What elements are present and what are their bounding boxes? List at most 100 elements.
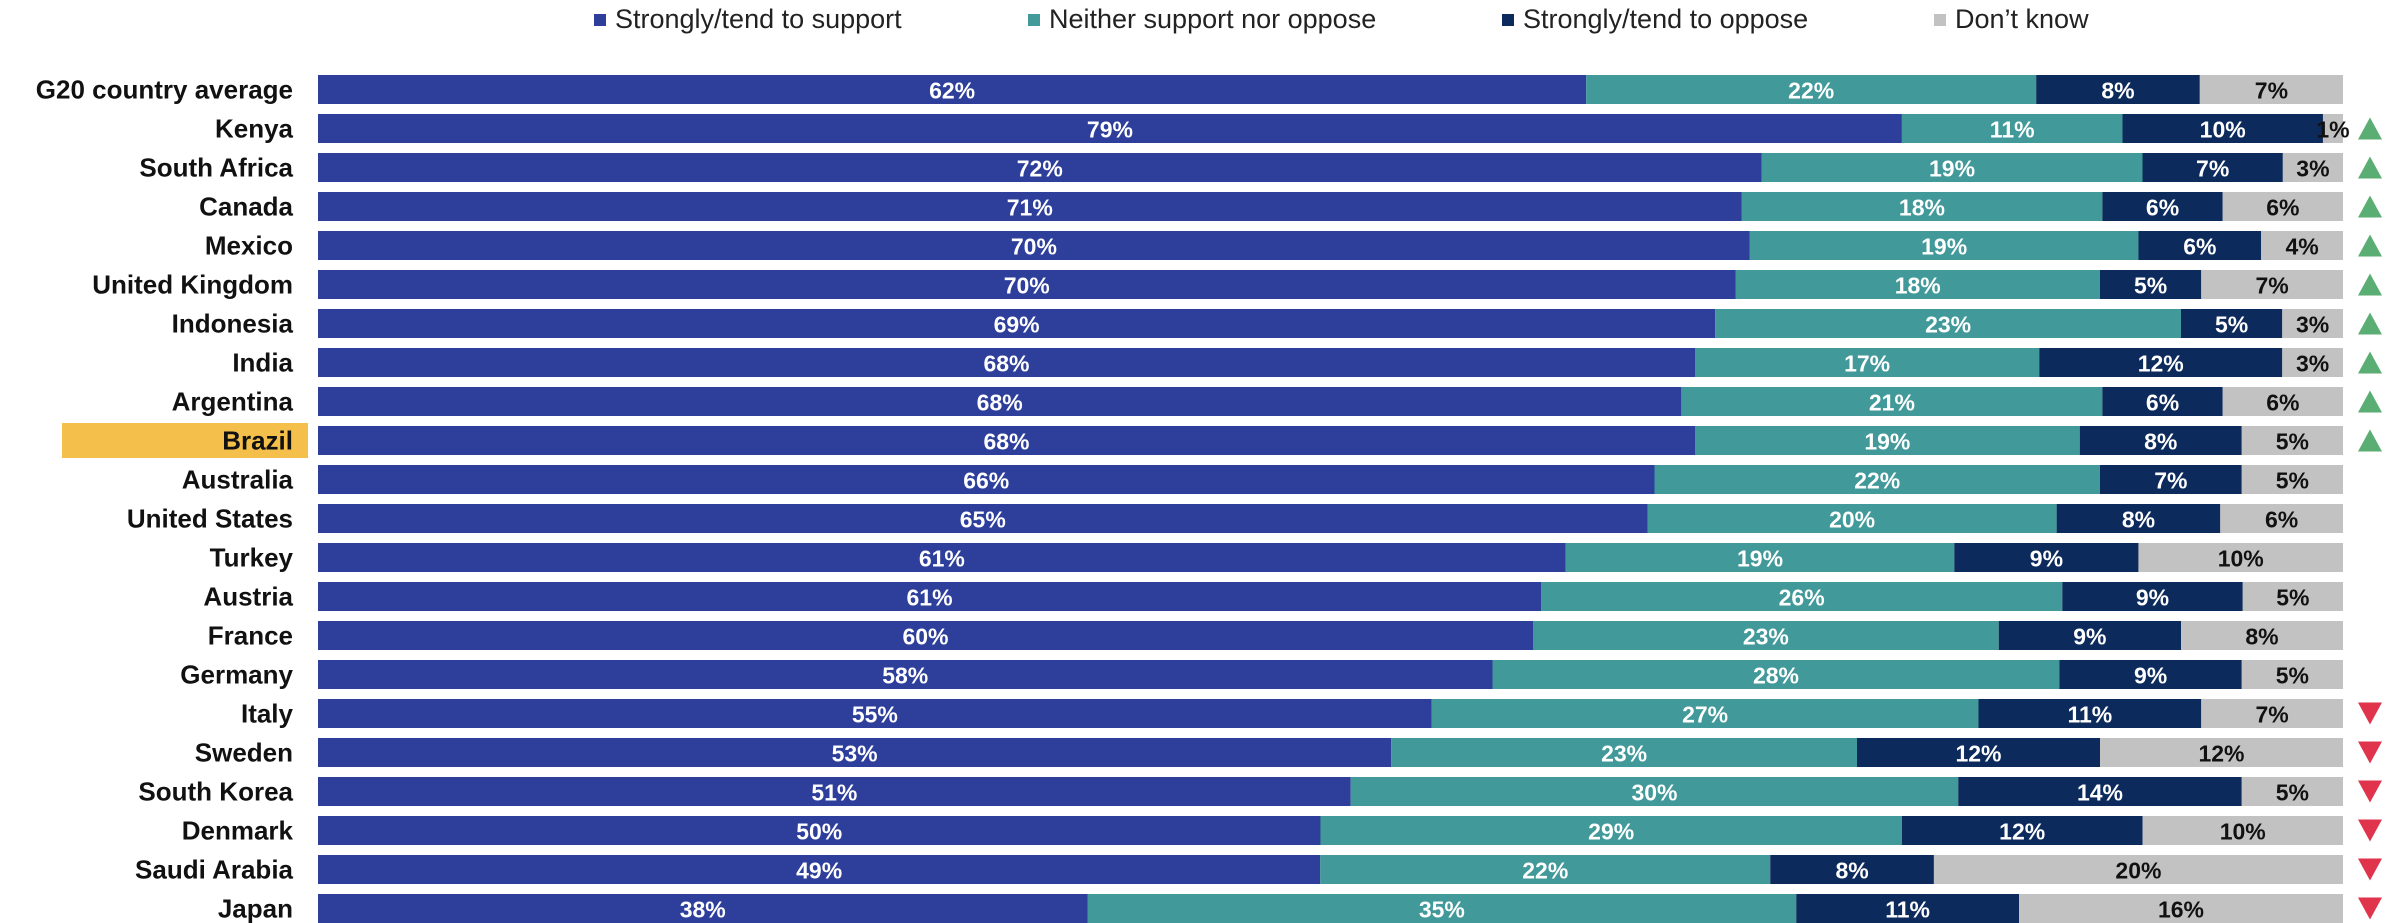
data-label-indonesia-don-t-know: 3% <box>2296 312 2329 338</box>
bar-segment-sweden-neither-support-nor-oppose <box>1391 738 1857 767</box>
data-label-turkey-don-t-know: 10% <box>2218 546 2264 572</box>
legend-swatch-support <box>594 13 606 26</box>
bar-segment-denmark-strongly-tend-to-oppose <box>1901 816 2143 845</box>
category-label-australia: Australia <box>182 465 294 495</box>
data-label-argentina-neither-support-nor-oppose: 21% <box>1869 390 1915 416</box>
bar-segment-denmark-don-t-know <box>2142 816 2343 845</box>
data-label-germany-don-t-know: 5% <box>2276 663 2309 689</box>
data-label-united-states-strongly-tend-to-support: 65% <box>960 507 1006 533</box>
data-label-italy-neither-support-nor-oppose: 27% <box>1682 702 1728 728</box>
bar-segment-australia-neither-support-nor-oppose <box>1654 465 2100 494</box>
bar-segment-south-korea-don-t-know <box>2241 777 2343 806</box>
bar-segment-south-africa-neither-support-nor-oppose <box>1761 153 2143 182</box>
bar-segment-indonesia-strongly-tend-to-support <box>318 309 1716 338</box>
bar-segment-united-states-neither-support-nor-oppose <box>1647 504 2057 533</box>
bar-segment-saudi-arabia-don-t-know <box>1933 855 2343 884</box>
data-label-italy-strongly-tend-to-support: 55% <box>852 702 898 728</box>
category-label-brazil: Brazil <box>222 426 293 456</box>
data-label-mexico-neither-support-nor-oppose: 19% <box>1921 234 1967 260</box>
legend-swatch-neither <box>1028 13 1040 26</box>
bar-segment-germany-neither-support-nor-oppose <box>1492 660 2060 689</box>
data-label-united-kingdom-don-t-know: 7% <box>2256 273 2289 299</box>
bar-segment-south-africa-strongly-tend-to-oppose <box>2142 153 2283 182</box>
bar-segment-brazil-strongly-tend-to-support <box>318 426 1695 455</box>
bar-segment-japan-strongly-tend-to-oppose <box>1796 894 2019 923</box>
legend-label-dont-know: Don’t know <box>1955 4 2089 34</box>
bar-segment-turkey-don-t-know <box>2138 543 2343 572</box>
bar-segment-denmark-neither-support-nor-oppose <box>1320 816 1902 845</box>
category-label-austria: Austria <box>203 582 293 612</box>
data-label-south-africa-strongly-tend-to-support: 72% <box>1017 156 1063 182</box>
data-label-south-africa-don-t-know: 3% <box>2296 156 2329 182</box>
data-label-brazil-neither-support-nor-oppose: 19% <box>1864 429 1910 455</box>
bar-segment-canada-neither-support-nor-oppose <box>1741 192 2103 221</box>
data-label-denmark-don-t-know: 10% <box>2220 819 2266 845</box>
data-label-france-don-t-know: 8% <box>2245 624 2278 650</box>
bar-segment-brazil-strongly-tend-to-oppose <box>2079 426 2242 455</box>
bar-segment-india-don-t-know <box>2282 348 2343 377</box>
category-label-kenya: Kenya <box>215 114 294 144</box>
data-label-austria-strongly-tend-to-support: 61% <box>906 585 952 611</box>
trend-up-icon-india <box>2358 351 2382 374</box>
bar-segment-kenya-don-t-know <box>2322 114 2343 143</box>
category-label-south-korea: South Korea <box>138 777 293 807</box>
bar-segment-saudi-arabia-strongly-tend-to-support <box>318 855 1321 884</box>
category-label-sweden: Sweden <box>195 738 293 768</box>
bar-segment-turkey-strongly-tend-to-support <box>318 543 1566 572</box>
legend-item-neither: Neither support nor oppose <box>1028 4 1376 35</box>
data-label-sweden-neither-support-nor-oppose: 23% <box>1601 741 1647 767</box>
data-label-south-korea-don-t-know: 5% <box>2276 780 2309 806</box>
category-label-united-kingdom: United Kingdom <box>92 270 293 300</box>
bar-segment-indonesia-neither-support-nor-oppose <box>1715 309 2181 338</box>
category-label-france: France <box>208 621 293 651</box>
bar-segment-japan-strongly-tend-to-support <box>318 894 1088 923</box>
legend-item-oppose: Strongly/tend to oppose <box>1502 4 1808 35</box>
trend-down-icon-sweden <box>2358 741 2382 764</box>
category-label-japan: Japan <box>218 894 293 923</box>
bar-segment-italy-neither-support-nor-oppose <box>1431 699 1979 728</box>
data-label-canada-strongly-tend-to-oppose: 6% <box>2146 195 2179 221</box>
data-label-saudi-arabia-don-t-know: 20% <box>2115 858 2161 884</box>
trend-up-icon-brazil <box>2358 429 2382 452</box>
data-label-india-strongly-tend-to-oppose: 12% <box>2138 351 2184 377</box>
bar-segment-canada-don-t-know <box>2222 192 2343 221</box>
bar-segment-sweden-strongly-tend-to-oppose <box>1857 738 2100 767</box>
category-label-mexico: Mexico <box>205 231 293 261</box>
data-label-brazil-strongly-tend-to-support: 68% <box>983 429 1029 455</box>
data-label-japan-strongly-tend-to-support: 38% <box>680 897 726 923</box>
legend-label-neither: Neither support nor oppose <box>1049 4 1377 34</box>
bar-segment-canada-strongly-tend-to-support <box>318 192 1742 221</box>
data-label-united-states-don-t-know: 6% <box>2265 507 2298 533</box>
data-label-sweden-strongly-tend-to-oppose: 12% <box>1955 741 2001 767</box>
bar-segment-turkey-neither-support-nor-oppose <box>1565 543 1955 572</box>
bar-segment-japan-neither-support-nor-oppose <box>1087 894 1797 923</box>
data-label-g20-country-average-neither-support-nor-oppose: 22% <box>1788 78 1834 104</box>
bar-segment-mexico-don-t-know <box>2261 231 2343 260</box>
data-label-austria-neither-support-nor-oppose: 26% <box>1779 585 1825 611</box>
chart-legend: Strongly/tend to support Neither support… <box>0 0 2392 40</box>
data-label-turkey-strongly-tend-to-oppose: 9% <box>2030 546 2063 572</box>
bar-segment-sweden-don-t-know <box>2100 738 2343 767</box>
bar-segment-saudi-arabia-neither-support-nor-oppose <box>1320 855 1771 884</box>
data-label-brazil-strongly-tend-to-oppose: 8% <box>2144 429 2177 455</box>
bar-segment-italy-strongly-tend-to-support <box>318 699 1432 728</box>
bar-segment-indonesia-don-t-know <box>2282 309 2343 338</box>
bar-segment-germany-strongly-tend-to-support <box>318 660 1493 689</box>
bar-segment-italy-strongly-tend-to-oppose <box>1978 699 2202 728</box>
bar-segment-south-africa-don-t-know <box>2282 153 2343 182</box>
data-label-saudi-arabia-neither-support-nor-oppose: 22% <box>1522 858 1568 884</box>
legend-item-dont-know: Don’t know <box>1934 4 2089 35</box>
data-label-mexico-strongly-tend-to-oppose: 6% <box>2183 234 2216 260</box>
bar-segment-argentina-strongly-tend-to-oppose <box>2102 387 2223 416</box>
bar-segment-sweden-strongly-tend-to-support <box>318 738 1392 767</box>
data-label-kenya-strongly-tend-to-oppose: 10% <box>2200 117 2246 143</box>
bar-segment-united-states-strongly-tend-to-support <box>318 504 1648 533</box>
bar-segment-south-korea-strongly-tend-to-oppose <box>1958 777 2242 806</box>
data-label-kenya-neither-support-nor-oppose: 11% <box>1990 117 2035 143</box>
data-label-south-africa-strongly-tend-to-oppose: 7% <box>2196 156 2229 182</box>
category-label-germany: Germany <box>180 660 293 690</box>
data-label-saudi-arabia-strongly-tend-to-support: 49% <box>796 858 842 884</box>
data-label-united-kingdom-neither-support-nor-oppose: 18% <box>1895 273 1941 299</box>
bar-segment-australia-don-t-know <box>2241 465 2343 494</box>
